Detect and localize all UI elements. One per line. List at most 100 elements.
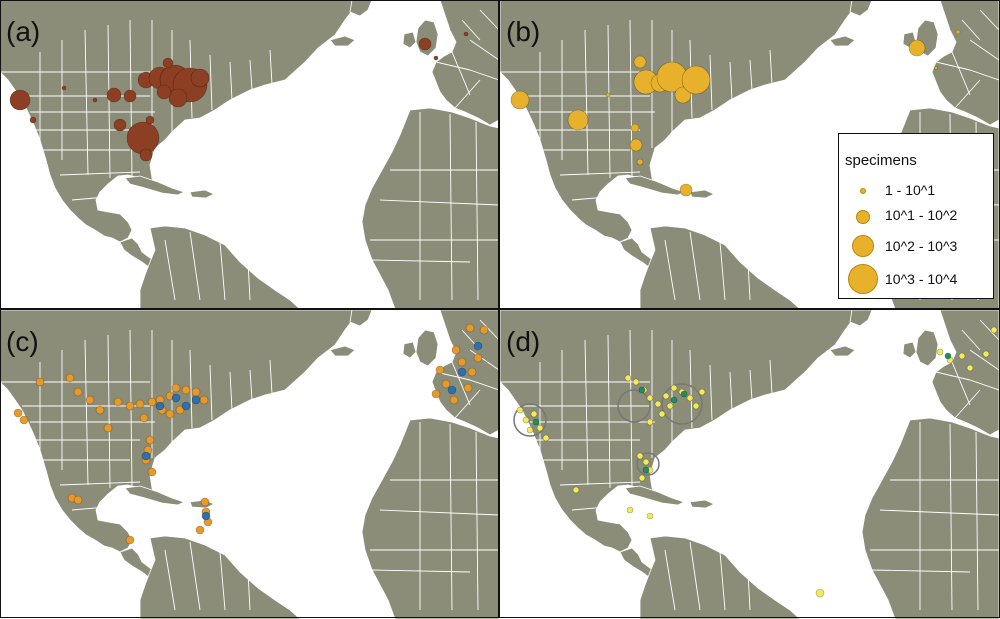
specimen-marker: [982, 350, 990, 358]
specimen-marker: [572, 486, 580, 494]
landmass: [0, 0, 361, 243]
legend-symbol-large: [848, 264, 878, 294]
landmass: [931, 310, 999, 436]
specimen-marker: [670, 384, 678, 392]
legend-symbol-medium: [852, 235, 874, 257]
specimen-marker: [125, 535, 135, 545]
specimen-marker: [181, 401, 191, 411]
specimen-marker: [451, 345, 461, 355]
landmass: [902, 341, 917, 359]
specimen-marker: [955, 29, 961, 35]
specimen-marker: [65, 373, 75, 383]
legend-symbol-smallest: [860, 188, 866, 194]
landmass: [402, 31, 417, 49]
landmass: [415, 329, 439, 367]
specimen-marker: [181, 385, 191, 395]
specimen-marker: [516, 406, 524, 414]
specimen-marker: [626, 506, 634, 514]
specimen-marker: [125, 401, 135, 411]
cluster-ring: [617, 389, 651, 423]
specimen-marker: [139, 413, 149, 423]
map-panel-a: [0, 0, 499, 309]
specimen-marker: [629, 138, 643, 152]
legend-label: 10^1 - 10^2: [885, 207, 958, 223]
specimen-marker: [106, 87, 122, 103]
specimen-marker: [171, 383, 181, 393]
panel-label-a: (a): [6, 16, 41, 47]
specimen-marker: [658, 410, 666, 418]
landmass: [349, 310, 373, 327]
specimen-marker: [61, 85, 67, 91]
specimen-marker: [479, 325, 489, 335]
legend-symbol-small: [856, 210, 870, 224]
specimen-marker: [510, 90, 530, 110]
specimen-marker: [145, 435, 155, 445]
landmass: [639, 535, 801, 619]
specimen-marker: [463, 31, 469, 37]
landmass: [829, 345, 856, 357]
specimen-marker: [670, 396, 678, 404]
specimen-marker: [141, 451, 151, 461]
landmass: [361, 107, 499, 309]
specimen-marker: [646, 418, 654, 426]
legend-item: 10^2 - 10^3: [839, 229, 995, 263]
specimen-marker: [433, 55, 439, 61]
landmass: [0, 310, 361, 553]
specimen-marker: [530, 410, 538, 418]
specimen-marker: [966, 364, 974, 372]
specimen-marker: [692, 402, 700, 410]
specimen-marker: [463, 383, 473, 393]
specimen-marker: [642, 458, 650, 466]
specimen-marker: [73, 495, 83, 505]
specimen-marker: [113, 118, 127, 132]
specimen-marker: [199, 395, 209, 405]
specimen-marker: [201, 511, 211, 521]
specimen-marker: [200, 497, 210, 507]
landmass: [624, 485, 686, 506]
map-panel-d: [500, 310, 999, 619]
specimen-marker: [662, 392, 670, 400]
map-svg: [500, 310, 999, 619]
landmass: [189, 189, 215, 199]
specimen-marker: [441, 379, 451, 389]
specimen-marker: [73, 387, 83, 397]
specimen-marker: [646, 512, 654, 520]
specimen-marker: [155, 401, 165, 411]
specimen-marker: [958, 352, 966, 360]
specimen-marker: [679, 183, 693, 197]
specimen-marker: [95, 405, 105, 415]
landmass: [329, 35, 356, 47]
landmass: [624, 175, 686, 196]
landmass: [329, 345, 356, 357]
landmass: [500, 0, 861, 243]
specimen-marker: [536, 424, 544, 432]
specimen-marker: [633, 55, 647, 69]
specimen-marker: [449, 395, 459, 405]
specimen-marker: [944, 352, 952, 360]
landmass: [639, 225, 801, 309]
admin-borders: [500, 319, 999, 611]
specimen-marker: [686, 394, 694, 402]
panel-label-b: (b): [506, 16, 541, 47]
specimen-marker: [165, 409, 175, 419]
specimen-marker: [190, 68, 210, 88]
specimen-marker: [605, 92, 611, 98]
specimen-marker: [156, 84, 172, 100]
legend-item: 10^3 - 10^4: [839, 260, 995, 294]
legend-title: specimens: [845, 152, 917, 169]
panel-label-c: (c): [6, 326, 39, 357]
landmass: [124, 175, 186, 196]
specimen-marker: [29, 116, 37, 124]
specimen-marker: [473, 353, 483, 363]
specimen-marker: [418, 37, 432, 51]
legend-label: 1 - 10^1: [885, 182, 936, 198]
specimen-marker: [526, 426, 534, 434]
specimen-marker: [103, 423, 113, 433]
specimen-marker: [147, 397, 157, 407]
specimen-marker: [908, 39, 926, 57]
specimen-marker: [636, 452, 644, 460]
specimen-marker: [126, 121, 160, 155]
landmass: [361, 417, 499, 619]
landmass: [124, 485, 186, 506]
specimen-marker: [666, 402, 674, 410]
